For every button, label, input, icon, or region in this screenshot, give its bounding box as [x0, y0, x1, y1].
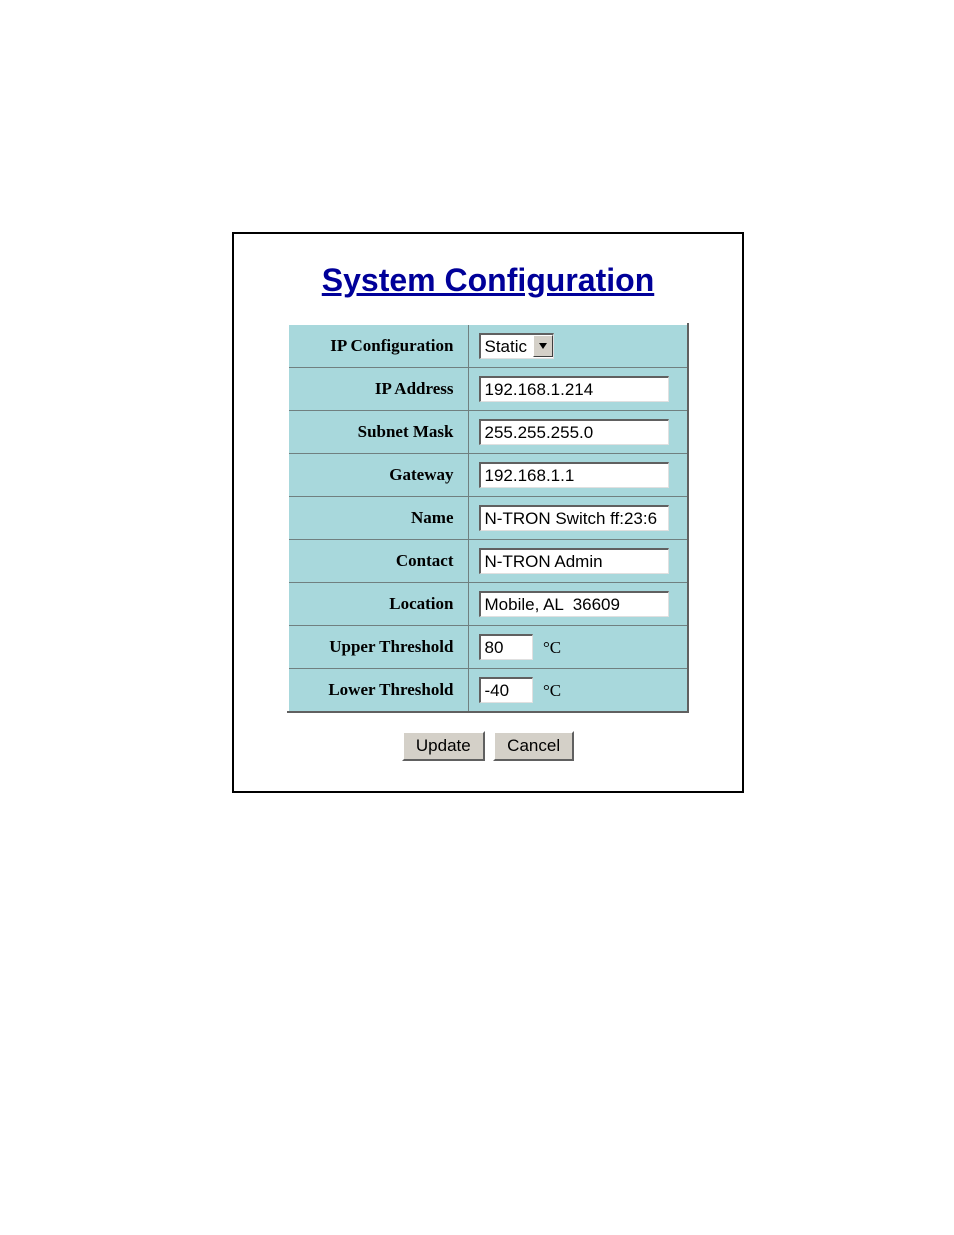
ip-configuration-selected: Static: [481, 335, 534, 359]
row-contact: Contact: [288, 540, 688, 583]
row-ip-configuration: IP Configuration Static: [288, 324, 688, 368]
page-title: System Configuration: [254, 262, 722, 299]
cell-ip-address: [468, 368, 688, 411]
button-row: Update Cancel: [254, 731, 722, 761]
label-upper-threshold: Upper Threshold: [288, 626, 468, 669]
label-gateway: Gateway: [288, 454, 468, 497]
label-name: Name: [288, 497, 468, 540]
system-config-panel: System Configuration IP Configuration St…: [232, 232, 744, 793]
row-location: Location: [288, 583, 688, 626]
cell-subnet-mask: [468, 411, 688, 454]
label-ip-configuration: IP Configuration: [288, 324, 468, 368]
cell-upper-threshold: °C: [468, 626, 688, 669]
cell-lower-threshold: °C: [468, 669, 688, 713]
row-subnet-mask: Subnet Mask: [288, 411, 688, 454]
cell-gateway: [468, 454, 688, 497]
subnet-mask-input[interactable]: [479, 419, 669, 445]
cell-ip-configuration: Static: [468, 324, 688, 368]
upper-threshold-input[interactable]: [479, 634, 533, 660]
row-gateway: Gateway: [288, 454, 688, 497]
name-input[interactable]: [479, 505, 669, 531]
ip-configuration-select[interactable]: Static: [479, 333, 555, 359]
cell-contact: [468, 540, 688, 583]
lower-threshold-input[interactable]: [479, 677, 533, 703]
row-lower-threshold: Lower Threshold °C: [288, 669, 688, 713]
location-input[interactable]: [479, 591, 669, 617]
label-subnet-mask: Subnet Mask: [288, 411, 468, 454]
row-upper-threshold: Upper Threshold °C: [288, 626, 688, 669]
dropdown-icon: [533, 335, 553, 357]
label-lower-threshold: Lower Threshold: [288, 669, 468, 713]
cell-location: [468, 583, 688, 626]
upper-threshold-unit: °C: [543, 638, 561, 657]
cell-name: [468, 497, 688, 540]
lower-threshold-unit: °C: [543, 681, 561, 700]
ip-address-input[interactable]: [479, 376, 669, 402]
row-name: Name: [288, 497, 688, 540]
label-ip-address: IP Address: [288, 368, 468, 411]
gateway-input[interactable]: [479, 462, 669, 488]
label-contact: Contact: [288, 540, 468, 583]
cancel-button[interactable]: Cancel: [493, 731, 574, 761]
update-button[interactable]: Update: [402, 731, 485, 761]
config-table: IP Configuration Static IP Address Subne…: [287, 323, 689, 713]
row-ip-address: IP Address: [288, 368, 688, 411]
contact-input[interactable]: [479, 548, 669, 574]
label-location: Location: [288, 583, 468, 626]
